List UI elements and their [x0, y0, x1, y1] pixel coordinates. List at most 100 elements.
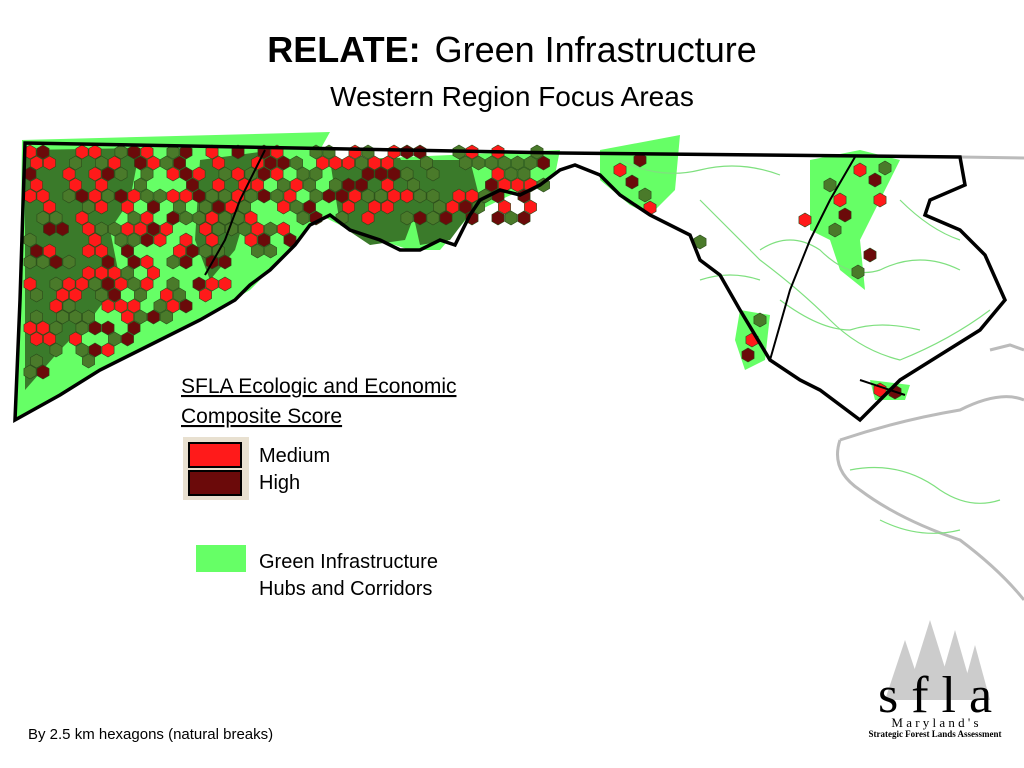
- hexagon: [95, 243, 108, 259]
- hexagon: [625, 174, 639, 190]
- hexagon: [192, 188, 206, 204]
- hexagon: [140, 232, 154, 248]
- hexagon: [537, 155, 550, 171]
- hexagon: [23, 254, 37, 270]
- title: RELATE: Green Infrastructure: [267, 29, 756, 70]
- hexagon: [798, 212, 812, 228]
- hexagon: [361, 144, 375, 160]
- hexagon: [257, 188, 271, 204]
- hexagon: [82, 243, 95, 259]
- hexagon: [199, 221, 212, 237]
- hexagon: [218, 276, 232, 292]
- hexagon: [69, 331, 82, 347]
- hexagon: [218, 254, 232, 270]
- hexagon: [368, 155, 381, 171]
- hexagon: [134, 155, 147, 171]
- hexagon: [36, 364, 50, 380]
- hexagon: [277, 155, 290, 171]
- hexagon: [290, 199, 303, 215]
- hexagon: [88, 166, 102, 182]
- hexagon: [374, 188, 388, 204]
- hexagon: [140, 254, 154, 270]
- hexagon: [270, 188, 284, 204]
- hexagon: [56, 221, 69, 237]
- hexagon: [36, 254, 50, 270]
- hexagon: [82, 199, 95, 215]
- hexagon: [426, 166, 440, 182]
- hexagon: [199, 243, 212, 259]
- hexagon: [101, 166, 115, 182]
- hexagon: [153, 188, 167, 204]
- footnote: By 2.5 km hexagons (natural breaks): [28, 726, 273, 743]
- logo-line: M a r y l a n d ' s: [891, 715, 978, 730]
- hexagon: [134, 221, 147, 237]
- hexagon: [88, 188, 102, 204]
- hexagon: [485, 177, 498, 193]
- hexagon: [192, 276, 206, 292]
- hexagon: [108, 287, 121, 303]
- hexagon: [140, 166, 154, 182]
- hexagon: [342, 177, 355, 193]
- hexagon: [511, 177, 524, 193]
- hexagon: [504, 166, 518, 182]
- title-rest: Green Infrastructure: [435, 29, 757, 70]
- hexagon: [179, 188, 193, 204]
- hexagon: [218, 188, 232, 204]
- hexagon: [374, 166, 388, 182]
- hexagon: [127, 210, 141, 226]
- hexagon: [121, 221, 134, 237]
- hexagon: [114, 298, 128, 314]
- county-line: [204, 149, 266, 276]
- hexagon: [387, 166, 401, 182]
- hexagon: [88, 232, 102, 248]
- hexagon: [82, 265, 95, 281]
- hexagon: [238, 221, 251, 237]
- hexagon: [173, 199, 186, 215]
- hexagon: [277, 199, 290, 215]
- hexagon: [851, 264, 865, 280]
- hexagon: [212, 221, 225, 237]
- hexagon: [127, 188, 141, 204]
- hexagon: [62, 276, 76, 292]
- hexagon: [82, 221, 95, 237]
- hexagon: [30, 155, 43, 171]
- hexagon: [491, 210, 505, 226]
- hexagon: [218, 166, 232, 182]
- hexagon: [264, 221, 277, 237]
- legend-swatch: [196, 545, 246, 572]
- hexagon: [30, 177, 43, 193]
- legend-swatch: [188, 470, 242, 496]
- hexagon: [878, 160, 892, 176]
- hexagon: [491, 166, 505, 182]
- hexagon: [36, 210, 50, 226]
- hexagon: [342, 199, 355, 215]
- logo: s f l a M a r y l a n d ' s Strategic Fo…: [868, 620, 1002, 739]
- hexagon: [114, 144, 128, 160]
- legend-label: High: [259, 472, 300, 494]
- hexagon: [127, 298, 141, 314]
- hexagon: [166, 188, 180, 204]
- hexagon: [75, 144, 89, 160]
- hexagon: [140, 188, 154, 204]
- hexagon: [56, 287, 69, 303]
- hexagon: [361, 166, 375, 182]
- hexagon: [472, 155, 485, 171]
- hexagon: [49, 342, 63, 358]
- hexagon: [114, 188, 128, 204]
- hexagon: [127, 254, 141, 270]
- hexagon: [179, 298, 193, 314]
- hexagon: [828, 222, 842, 238]
- hexagon: [43, 331, 56, 347]
- hexagon: [485, 155, 498, 171]
- hexagon: [36, 188, 50, 204]
- hexagon: [95, 287, 108, 303]
- hexagon: [179, 232, 193, 248]
- hexagon: [355, 155, 368, 171]
- legend-swatch: [188, 442, 242, 468]
- hexagon: [179, 210, 193, 226]
- hexagon: [420, 155, 433, 171]
- hexagon: [823, 177, 837, 193]
- hexagon: [868, 172, 882, 188]
- hexagon: [251, 177, 264, 193]
- hexagon: [205, 276, 219, 292]
